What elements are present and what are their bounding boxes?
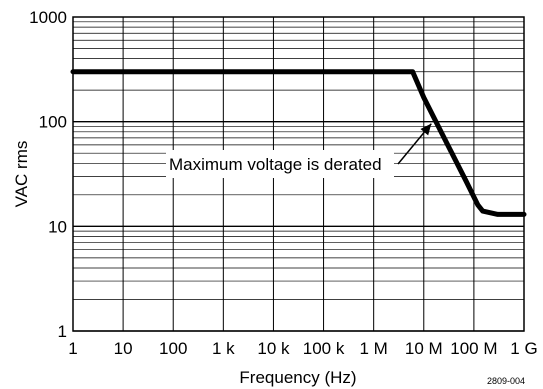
- y-tick-label: 10: [48, 217, 67, 236]
- x-tick-label: 100 k: [303, 339, 345, 358]
- figure-id: 2809-004: [487, 376, 525, 386]
- x-tick-label: 1 k: [212, 339, 235, 358]
- plot-frame: [72, 16, 525, 332]
- x-tick-label: 1: [68, 339, 77, 358]
- y-tick-label: 100: [39, 113, 67, 132]
- series-line: [70, 69, 527, 217]
- x-tick-label: 10 M: [405, 339, 443, 358]
- annotation-arrowhead: [420, 123, 432, 136]
- x-tick-label: 10 k: [257, 339, 290, 358]
- y-tick-label: 1000: [29, 8, 67, 27]
- y-axis-label: VAC rms: [12, 141, 31, 208]
- x-tick-label: 100: [159, 339, 187, 358]
- annotation-background: [166, 150, 394, 178]
- x-tick-label: 1 G: [510, 339, 537, 358]
- x-tick-label: 1 M: [359, 339, 387, 358]
- tick-labels: 1 10 100 1 k 10 k 100 k 1 M 10 M 100 M 1 G 1 10 100 1…: [29, 8, 538, 358]
- y-tick-label: 1: [58, 322, 67, 341]
- x-axis-label: Frequency (Hz): [239, 368, 356, 387]
- x-tick-label: 10: [114, 339, 133, 358]
- x-tick-label: 100 M: [450, 339, 497, 358]
- annotation: Maximum voltage is derated: [166, 123, 432, 178]
- annotation-text: Maximum voltage is derated: [169, 155, 382, 174]
